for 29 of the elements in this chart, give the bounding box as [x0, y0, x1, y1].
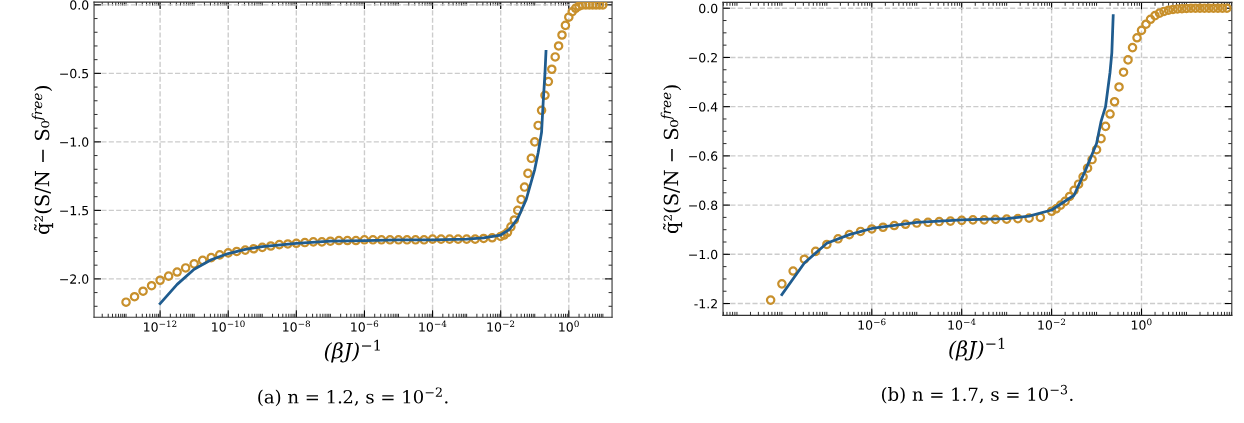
y-axis-title: q̃²(S/N − S₀$^{free}$) — [660, 85, 683, 234]
y-tick-label: 0.0 — [70, 0, 89, 10]
x-tick-label: 10$^{−4}$ — [419, 320, 447, 332]
y-tick-label: −1.5 — [60, 206, 89, 216]
x-tick-label: 10$^{−2}$ — [1038, 318, 1066, 330]
y-tick-label: −1.0 — [60, 137, 89, 147]
y-tick-label: −2.0 — [60, 274, 89, 284]
text: (a) n = 1.2, s = 10$^{−2}$. — [258, 387, 448, 407]
x-tick-label: 10$^{−6}$ — [858, 318, 886, 330]
x-tick-label: 10$^{−10}$ — [212, 320, 245, 332]
x-tick-label: 10$^{0}$ — [1131, 318, 1152, 330]
y-tick-label: −0.2 — [689, 52, 717, 63]
x-tick-label: 10$^{−8}$ — [283, 320, 311, 332]
x-axis-title: (βJ)$^{−1}$ — [324, 339, 380, 363]
x-tick-label: 10$^{−2}$ — [487, 320, 515, 332]
y-tick-label: −1.0 — [689, 249, 718, 260]
y-tick-label: −0.8 — [689, 200, 718, 211]
y-tick-label: −0.4 — [689, 102, 718, 112]
x-axis-title: (βJ)$^{−1}$ — [949, 337, 1005, 361]
y-tick-label: -1.2 — [694, 299, 717, 309]
y-tick-label: −0.6 — [689, 151, 718, 161]
x-tick-label: 10$^{−12}$ — [144, 320, 177, 332]
y-tick-label: −0.5 — [60, 68, 89, 79]
text: (b) n = 1.7, s = 10$^{−3}$. — [881, 384, 1073, 404]
x-tick-label: 10$^{−4}$ — [948, 318, 976, 330]
y-tick-label: 0.0 — [699, 3, 718, 14]
x-tick-label: 10$^{0}$ — [559, 320, 579, 332]
y-axis-title: q̃²(S/N − S₀$^{free}$) — [31, 86, 54, 234]
x-tick-label: 10$^{−6}$ — [351, 320, 379, 332]
